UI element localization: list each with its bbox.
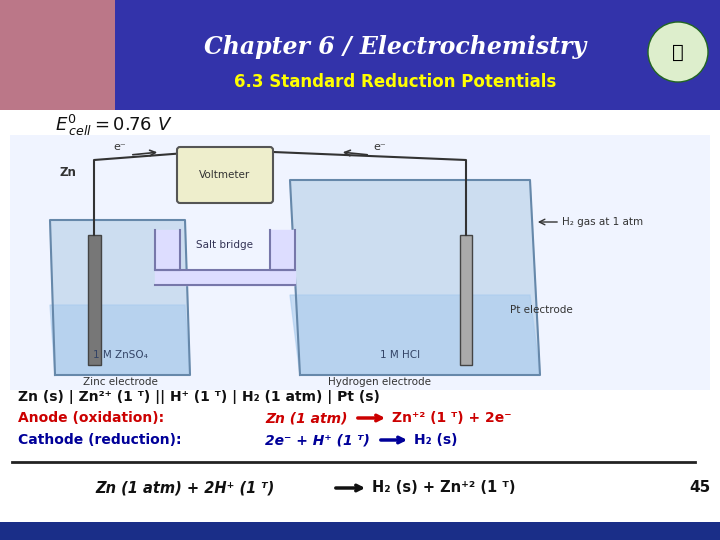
Text: Zn (s) | Zn²⁺ (1 ᵀ) || H⁺ (1 ᵀ) | H₂ (1 atm) | Pt (s): Zn (s) | Zn²⁺ (1 ᵀ) || H⁺ (1 ᵀ) | H₂ (1 … [18, 390, 380, 404]
Text: 45: 45 [689, 481, 711, 496]
Polygon shape [50, 220, 190, 375]
Text: 2e⁻ + H⁺ (1 ᵀ): 2e⁻ + H⁺ (1 ᵀ) [265, 433, 370, 447]
Text: Hydrogen electrode: Hydrogen electrode [328, 377, 431, 387]
Text: Zn (1 atm): Zn (1 atm) [265, 411, 348, 425]
Bar [0, 0, 720, 110]
Text: H₂ (s) + Zn⁺² (1 ᵀ): H₂ (s) + Zn⁺² (1 ᵀ) [372, 481, 516, 496]
Text: Zn (1 atm) + 2H⁺ (1 ᵀ): Zn (1 atm) + 2H⁺ (1 ᵀ) [95, 481, 274, 496]
Polygon shape [155, 270, 295, 285]
Bar [0, 522, 720, 540]
Circle shape [648, 22, 708, 82]
Polygon shape [270, 230, 295, 270]
Polygon shape [290, 295, 540, 375]
Bar [0, 0, 115, 110]
Text: H₂ gas at 1 atm: H₂ gas at 1 atm [562, 217, 643, 227]
Polygon shape [290, 180, 540, 375]
Text: e⁻: e⁻ [374, 142, 387, 152]
Text: 1 M HCl: 1 M HCl [380, 350, 420, 360]
Bar [10, 135, 710, 390]
Text: Zn⁺² (1 ᵀ) + 2e⁻: Zn⁺² (1 ᵀ) + 2e⁻ [392, 411, 512, 425]
Text: H₂ (s): H₂ (s) [414, 433, 457, 447]
Text: 🏛: 🏛 [672, 43, 684, 62]
Text: Voltmeter: Voltmeter [199, 170, 251, 180]
Text: 6.3 Standard Reduction Potentials: 6.3 Standard Reduction Potentials [234, 73, 556, 91]
Text: e⁻: e⁻ [114, 142, 127, 152]
Polygon shape [155, 230, 180, 270]
Text: Pt electrode: Pt electrode [510, 305, 572, 315]
Bar [460, 235, 472, 365]
Text: Cathode (reduction):: Cathode (reduction): [18, 433, 181, 447]
Bar [88, 235, 101, 365]
Text: Zn: Zn [60, 165, 76, 179]
Text: Chapter 6 / Electrochemistry: Chapter 6 / Electrochemistry [204, 35, 586, 59]
Text: Salt bridge: Salt bridge [197, 240, 253, 250]
Polygon shape [50, 305, 190, 375]
Text: $\it{E}^0_{\,cell}$$ = 0.76\ V$: $\it{E}^0_{\,cell}$$ = 0.76\ V$ [55, 112, 173, 138]
Text: Anode (oxidation):: Anode (oxidation): [18, 411, 164, 425]
FancyBboxPatch shape [177, 147, 273, 203]
Text: Zinc electrode: Zinc electrode [83, 377, 158, 387]
Text: 1 M ZnSO₄: 1 M ZnSO₄ [93, 350, 148, 360]
